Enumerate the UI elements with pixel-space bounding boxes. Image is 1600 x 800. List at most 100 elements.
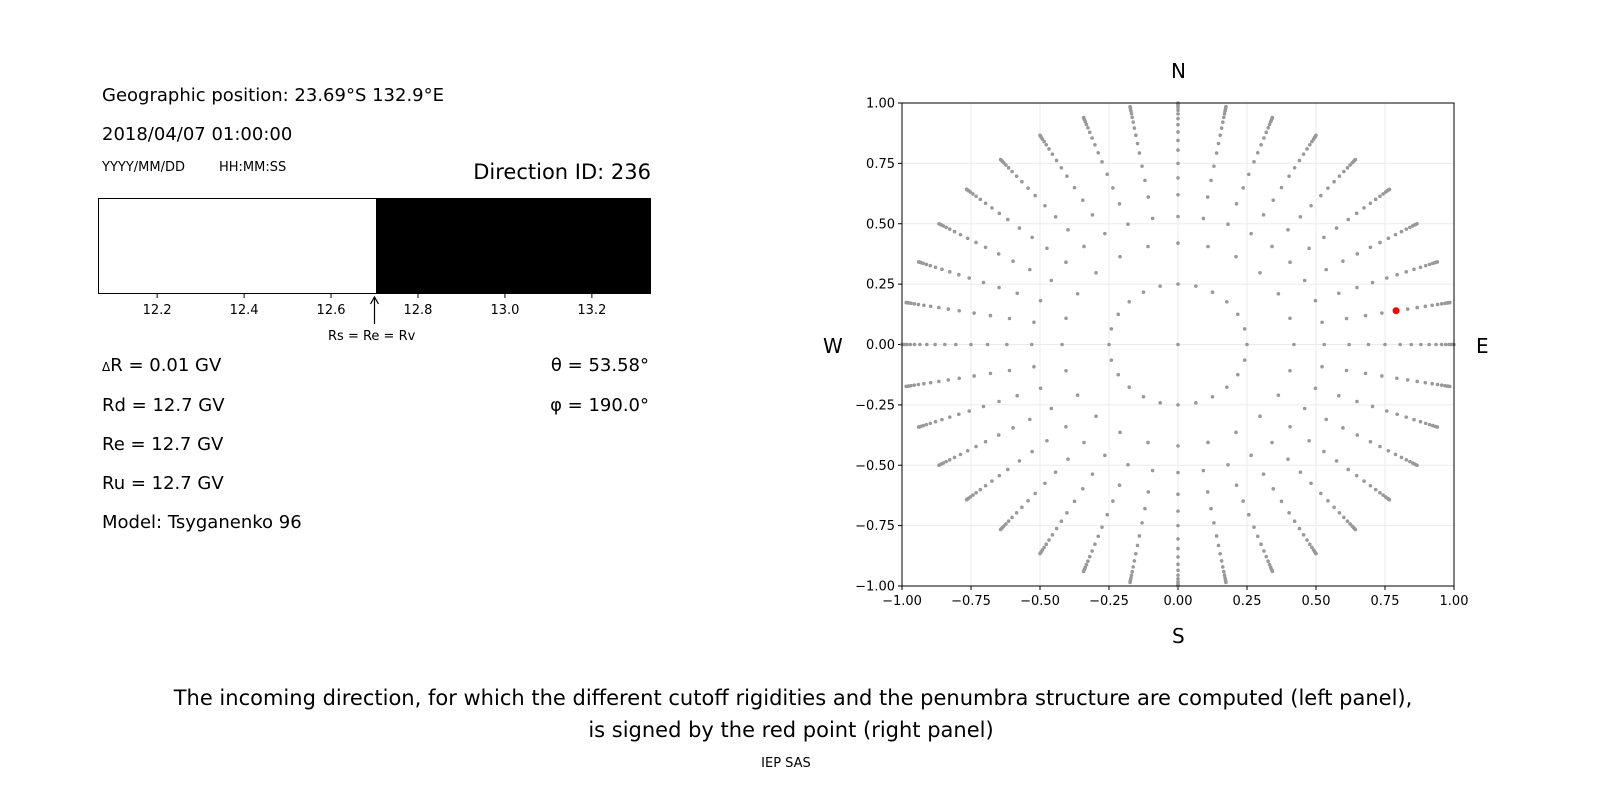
direction-point [971, 192, 975, 196]
direction-point [1020, 505, 1024, 510]
direction-point [1255, 534, 1260, 539]
direction-point [946, 378, 951, 382]
direction-point [1045, 438, 1049, 443]
direction-point [1043, 481, 1047, 486]
direction-point [1439, 302, 1444, 306]
direction-point [1423, 380, 1428, 385]
direction-point [1222, 112, 1227, 116]
direction-point [1301, 533, 1306, 537]
direction-point [1176, 573, 1180, 577]
direction-point [1301, 152, 1306, 156]
direction-point [1297, 526, 1302, 531]
direction-point [925, 342, 929, 347]
direction-point [1176, 138, 1180, 143]
direction-point [1134, 133, 1138, 138]
direction-point [1032, 320, 1036, 325]
direction-point [1271, 198, 1276, 202]
direction-point [1393, 232, 1398, 237]
direction-point [1270, 569, 1275, 574]
direction-point [1094, 414, 1098, 419]
direction-point [1221, 565, 1225, 569]
direction-point [1176, 122, 1180, 127]
direction-point [1047, 147, 1051, 151]
direction-point [1320, 320, 1324, 325]
direction-point [974, 194, 978, 199]
direction-point [1176, 492, 1180, 497]
direction-point [1443, 342, 1448, 347]
direction-point [1011, 426, 1015, 430]
direction-point [1412, 417, 1416, 422]
direction-point [1141, 394, 1146, 399]
direction-point [1176, 403, 1180, 407]
direction-point [1007, 316, 1012, 321]
y-tick-label: 0.50 [866, 217, 895, 232]
direction-point [1270, 244, 1274, 249]
direction-point [1288, 316, 1292, 321]
direction-point [1387, 187, 1392, 192]
direction-point [1404, 458, 1409, 462]
direction-point [1029, 342, 1034, 347]
direction-point [1014, 511, 1019, 515]
direction-point [1137, 534, 1142, 538]
direction-point [1109, 358, 1114, 362]
direction-point [1212, 521, 1216, 525]
direction-point [1210, 394, 1215, 399]
direction-point [1218, 133, 1222, 138]
direction-point [1337, 511, 1342, 515]
direction-point [1053, 215, 1058, 219]
direction-point [1224, 300, 1229, 304]
re-value: Re = 12.7 GV [102, 434, 224, 455]
direction-point [940, 267, 944, 272]
direction-point [1234, 483, 1239, 488]
direction-point [1319, 193, 1323, 198]
penumbra-bar [98, 198, 651, 294]
direction-point [1038, 386, 1043, 391]
direction-point [1322, 342, 1327, 347]
direction-point [1262, 136, 1266, 140]
direction-point [1087, 554, 1092, 559]
direction-point [1242, 358, 1247, 362]
direction-point [1010, 169, 1014, 174]
direction-point [1261, 472, 1266, 476]
direction-point [1355, 285, 1359, 290]
direction-point [1028, 417, 1032, 422]
direction-point [1126, 222, 1130, 227]
direction-point [1252, 525, 1256, 529]
direction-point [1355, 433, 1360, 437]
direction-point [1264, 130, 1269, 135]
direction-point [965, 236, 970, 241]
direction-point [1096, 534, 1101, 539]
direction-point [1262, 549, 1266, 553]
direction-point [1146, 490, 1151, 494]
direction-point [1353, 157, 1358, 162]
direction-point [1004, 163, 1008, 167]
direction-point [1412, 267, 1416, 272]
direction-point [924, 262, 929, 267]
direction-point [1346, 217, 1350, 222]
direction-point [912, 302, 917, 306]
direction-point [1259, 542, 1263, 547]
direction-point [1176, 537, 1180, 541]
direction-point [1176, 562, 1180, 567]
direction-point [1337, 393, 1341, 398]
direction-point [1314, 551, 1318, 556]
direction-point [1418, 265, 1423, 270]
direction-point [1127, 300, 1132, 304]
direction-point [1399, 455, 1404, 460]
direction-point [1348, 522, 1352, 526]
direction-point [1271, 487, 1276, 491]
direction-point [1398, 342, 1402, 347]
direction-point [916, 260, 921, 264]
direction-point [1279, 185, 1284, 190]
forbidden-region [375, 199, 650, 293]
east-label: E [1476, 334, 1489, 358]
direction-point [1368, 483, 1373, 488]
x-tick-label: 0.75 [1371, 594, 1400, 609]
direction-point [1259, 142, 1263, 147]
direction-point [1140, 164, 1144, 168]
direction-point [1015, 393, 1019, 398]
direction-point [1324, 417, 1328, 422]
direction-point [969, 342, 973, 347]
direction-point [1134, 551, 1138, 556]
direction-point [1384, 409, 1389, 413]
